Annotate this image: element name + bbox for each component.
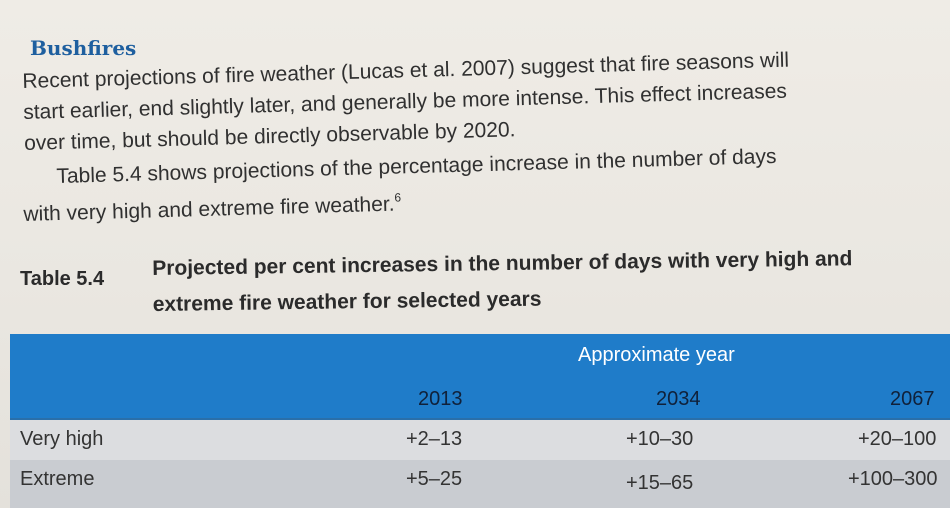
table-row: Very high +2–13 +10–30 +20–100 xyxy=(10,420,950,460)
table-row: Extreme +5–25 +15–65 +100–300 xyxy=(10,460,950,508)
header-col-2034: 2034 xyxy=(656,388,701,410)
header-col-2013: 2013 xyxy=(418,388,463,410)
header-approximate-year: Approximate year xyxy=(578,344,735,366)
data-table: Approximate year 2013 2034 2067 Very hig… xyxy=(10,334,950,508)
cell-value: +15–65 xyxy=(626,472,694,494)
cell-value: +10–30 xyxy=(626,428,694,450)
footnote-marker: 6 xyxy=(394,190,402,205)
cell-value: +5–25 xyxy=(406,468,463,490)
cell-value: +2–13 xyxy=(406,428,463,450)
row-label: Very high xyxy=(20,428,104,450)
table-header: Approximate year 2013 2034 2067 xyxy=(10,334,950,420)
paragraph-2-line-2-text: with very high and extreme fire weather. xyxy=(23,192,395,226)
section-heading: Bushfires xyxy=(30,36,137,60)
header-col-2067: 2067 xyxy=(890,388,935,410)
cell-value: +20–100 xyxy=(858,428,937,450)
cell-value: +100–300 xyxy=(848,468,938,490)
table-caption: Projected per cent increases in the numb… xyxy=(152,240,933,323)
table-label: Table 5.4 xyxy=(20,268,105,290)
row-label: Extreme xyxy=(20,468,95,490)
